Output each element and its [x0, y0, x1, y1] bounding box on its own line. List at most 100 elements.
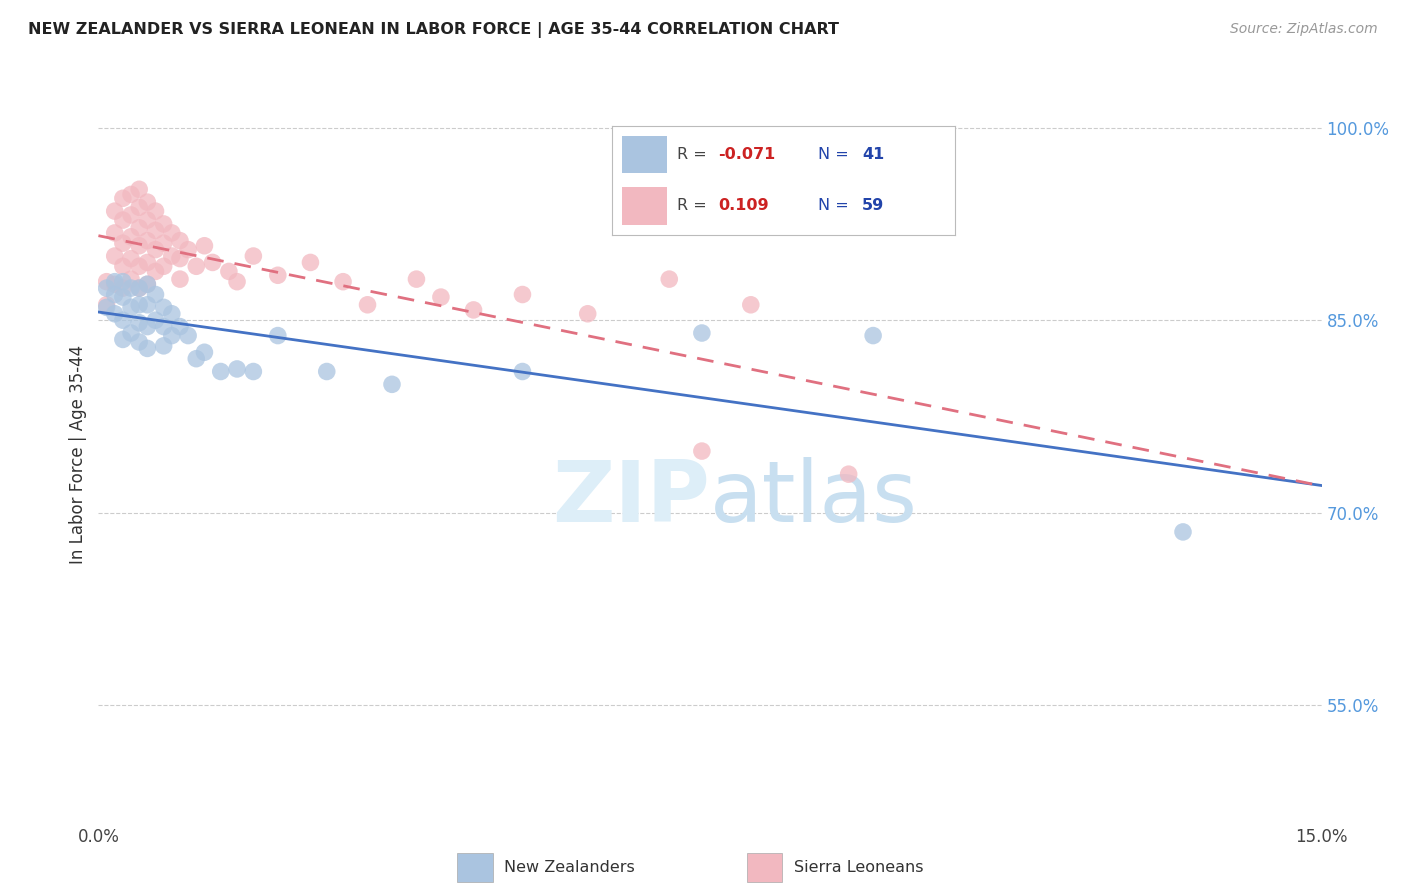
Point	[267, 268, 290, 283]
Point	[136, 277, 159, 292]
Point	[381, 377, 404, 392]
Point	[128, 220, 150, 235]
Point	[209, 364, 232, 378]
Text: 0.109: 0.109	[718, 198, 769, 213]
Point	[242, 364, 264, 378]
Point	[136, 255, 159, 269]
Point	[104, 249, 127, 263]
Point	[405, 272, 427, 286]
Point	[120, 252, 142, 266]
Point	[193, 239, 215, 253]
Point	[838, 467, 860, 482]
Point	[226, 275, 249, 289]
Point	[111, 275, 134, 289]
Point	[576, 307, 599, 321]
Point	[104, 204, 127, 219]
Point	[152, 319, 174, 334]
Point	[128, 281, 150, 295]
Point	[128, 316, 150, 330]
Point	[160, 249, 183, 263]
Point	[128, 200, 150, 214]
Point	[169, 234, 191, 248]
Text: N =: N =	[818, 198, 853, 213]
Point	[104, 307, 127, 321]
Point	[136, 234, 159, 248]
Text: R =: R =	[678, 147, 711, 161]
Point	[145, 223, 167, 237]
Point	[690, 326, 713, 340]
Point	[111, 260, 134, 274]
Point	[145, 243, 167, 257]
Point	[1171, 524, 1194, 539]
Point	[96, 301, 118, 315]
Point	[177, 328, 200, 343]
Point	[120, 326, 142, 340]
Point	[658, 272, 681, 286]
Point	[160, 307, 183, 321]
Text: 41: 41	[862, 147, 884, 161]
Point	[136, 298, 159, 312]
Point	[120, 229, 142, 244]
Point	[169, 272, 191, 286]
FancyBboxPatch shape	[623, 187, 666, 225]
Point	[120, 281, 142, 295]
Point	[193, 345, 215, 359]
Point	[862, 328, 884, 343]
Point	[512, 364, 534, 378]
Point	[332, 275, 354, 289]
Point	[136, 195, 159, 210]
Point	[201, 255, 224, 269]
FancyBboxPatch shape	[457, 854, 492, 881]
Point	[104, 226, 127, 240]
Point	[430, 290, 453, 304]
Point	[690, 444, 713, 458]
Point	[226, 362, 249, 376]
Point	[740, 298, 762, 312]
Text: Sierra Leoneans: Sierra Leoneans	[794, 860, 924, 875]
Point	[152, 236, 174, 251]
Text: R =: R =	[678, 198, 711, 213]
Point	[242, 249, 264, 263]
Point	[136, 319, 159, 334]
Point	[111, 191, 134, 205]
Point	[463, 302, 485, 317]
Point	[152, 301, 174, 315]
Point	[128, 281, 150, 295]
Point	[104, 277, 127, 292]
Point	[96, 298, 118, 312]
Point	[128, 298, 150, 312]
Point	[145, 204, 167, 219]
Point	[152, 339, 174, 353]
Point	[160, 328, 183, 343]
Point	[356, 298, 378, 312]
Point	[186, 351, 208, 366]
Point	[145, 264, 167, 278]
Text: NEW ZEALANDER VS SIERRA LEONEAN IN LABOR FORCE | AGE 35-44 CORRELATION CHART: NEW ZEALANDER VS SIERRA LEONEAN IN LABOR…	[28, 22, 839, 38]
Text: New Zealanders: New Zealanders	[505, 860, 636, 875]
Point	[111, 213, 134, 227]
Y-axis label: In Labor Force | Age 35-44: In Labor Force | Age 35-44	[69, 345, 87, 565]
Text: N =: N =	[818, 147, 853, 161]
Point	[145, 287, 167, 301]
FancyBboxPatch shape	[623, 136, 666, 173]
Text: -0.071: -0.071	[718, 147, 776, 161]
Point	[136, 342, 159, 356]
Text: 59: 59	[862, 198, 884, 213]
Point	[128, 182, 150, 196]
FancyBboxPatch shape	[747, 854, 782, 881]
Point	[160, 226, 183, 240]
Point	[152, 217, 174, 231]
Point	[128, 334, 150, 349]
Point	[96, 275, 118, 289]
Point	[169, 252, 191, 266]
Point	[186, 260, 208, 274]
Point	[128, 239, 150, 253]
Text: ZIP: ZIP	[553, 458, 710, 541]
Point	[111, 281, 134, 295]
Point	[104, 275, 127, 289]
Point	[152, 260, 174, 274]
Point	[218, 264, 240, 278]
Text: Source: ZipAtlas.com: Source: ZipAtlas.com	[1230, 22, 1378, 37]
Point	[111, 236, 134, 251]
Point	[512, 287, 534, 301]
